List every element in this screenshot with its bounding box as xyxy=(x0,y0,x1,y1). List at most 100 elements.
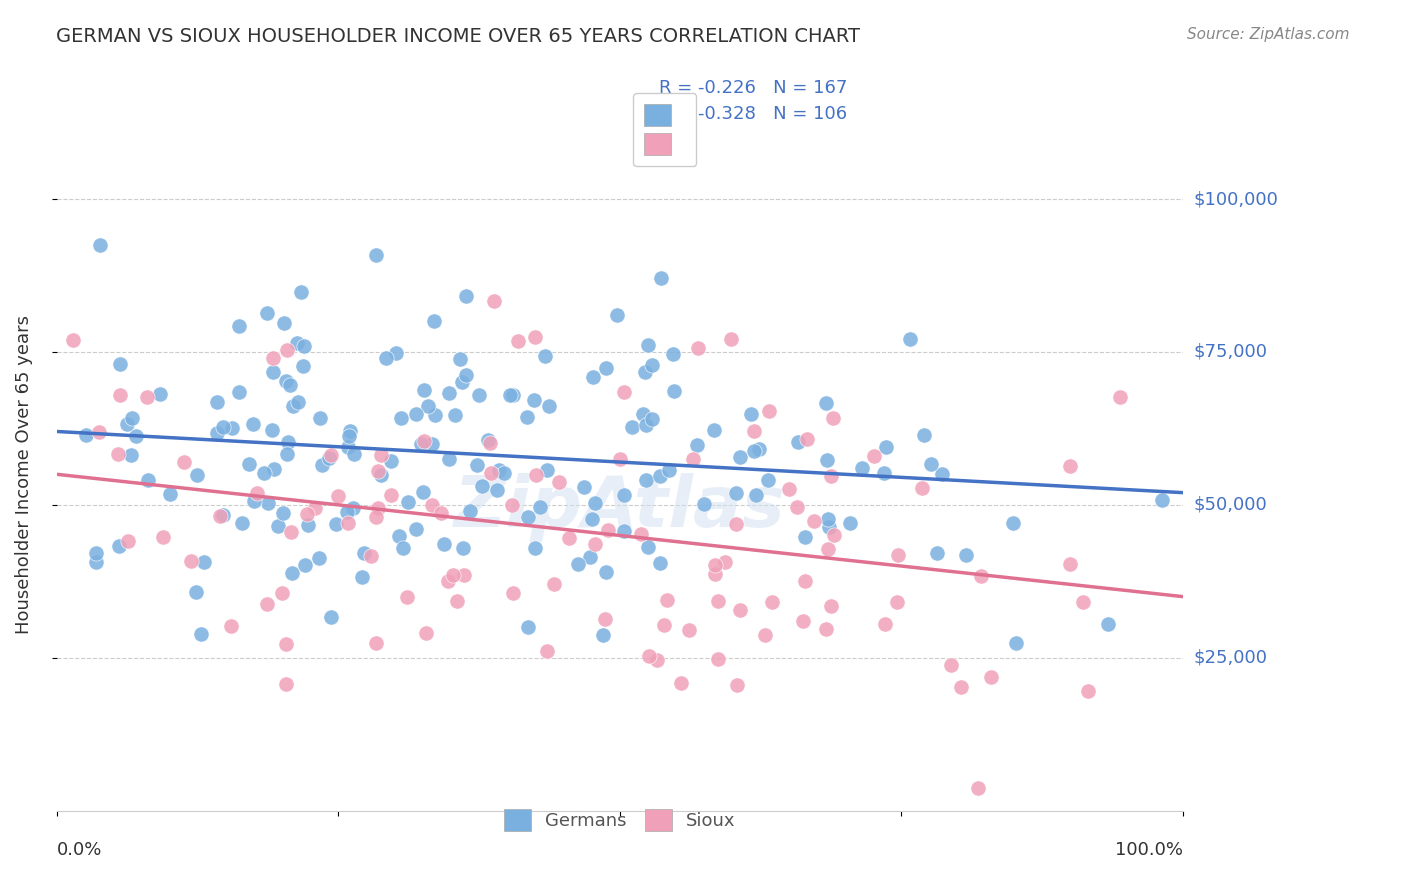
Point xyxy=(742,443,765,458)
Point xyxy=(287,395,309,409)
Point xyxy=(256,597,278,611)
Point xyxy=(278,378,301,392)
Point xyxy=(479,466,502,480)
Point xyxy=(385,346,408,360)
Point xyxy=(243,493,266,508)
Point xyxy=(423,408,446,422)
Point xyxy=(441,568,464,582)
Point xyxy=(276,446,298,460)
Point xyxy=(641,359,664,373)
Point xyxy=(411,437,433,451)
Point xyxy=(966,781,988,796)
Point xyxy=(246,485,269,500)
Point xyxy=(325,516,347,531)
Point xyxy=(433,536,456,550)
Point xyxy=(336,516,359,531)
Point xyxy=(754,628,776,642)
Point xyxy=(136,390,159,404)
Point xyxy=(641,412,664,426)
Point xyxy=(817,512,839,526)
Point xyxy=(1059,458,1081,473)
Point xyxy=(613,524,636,538)
Point xyxy=(536,463,558,477)
Point xyxy=(636,474,658,488)
Point xyxy=(678,623,700,637)
Point xyxy=(270,586,292,600)
Point xyxy=(89,238,111,252)
Point xyxy=(465,458,488,473)
Point xyxy=(319,449,342,463)
Point xyxy=(339,425,361,439)
Point xyxy=(817,520,839,534)
Point xyxy=(761,595,783,609)
Point xyxy=(439,386,461,401)
Point xyxy=(792,615,814,629)
Point xyxy=(536,644,558,658)
Point xyxy=(352,570,374,584)
Point xyxy=(1097,617,1119,632)
Point xyxy=(886,595,908,609)
Point xyxy=(939,658,962,673)
Point xyxy=(758,404,780,418)
Point xyxy=(308,550,330,565)
Point xyxy=(492,466,515,480)
Point xyxy=(458,504,481,518)
Point xyxy=(748,442,770,456)
Point xyxy=(281,399,304,413)
Point xyxy=(422,498,444,512)
Point xyxy=(648,556,671,570)
Point xyxy=(271,506,294,520)
Point xyxy=(703,423,725,437)
Point xyxy=(274,676,297,690)
Point xyxy=(630,526,652,541)
Point xyxy=(159,487,181,501)
Point xyxy=(212,508,235,523)
Point xyxy=(413,434,436,449)
Point xyxy=(292,359,315,373)
Point xyxy=(524,468,547,483)
Point xyxy=(84,546,107,560)
Point xyxy=(583,496,606,510)
Point xyxy=(851,461,873,475)
Point xyxy=(420,437,443,451)
Point xyxy=(1077,684,1099,698)
Point xyxy=(366,636,388,650)
Point xyxy=(108,387,131,401)
Point xyxy=(658,463,681,477)
Point xyxy=(1071,594,1094,608)
Point xyxy=(388,529,411,543)
Point xyxy=(367,465,389,479)
Point xyxy=(326,489,349,503)
Point xyxy=(430,506,453,520)
Point xyxy=(228,319,250,334)
Point xyxy=(898,332,921,346)
Point xyxy=(567,557,589,571)
Point xyxy=(720,332,742,346)
Point xyxy=(479,435,502,450)
Text: Source: ZipAtlas.com: Source: ZipAtlas.com xyxy=(1187,27,1350,42)
Point xyxy=(794,574,817,588)
Point xyxy=(728,603,751,617)
Point xyxy=(186,467,208,482)
Point xyxy=(638,648,661,663)
Point xyxy=(184,584,207,599)
Point xyxy=(786,500,808,515)
Point xyxy=(820,599,842,613)
Point xyxy=(205,395,228,409)
Point xyxy=(501,498,523,512)
Point xyxy=(703,566,725,581)
Point xyxy=(502,388,524,402)
Point xyxy=(863,450,886,464)
Point xyxy=(148,387,170,401)
Point xyxy=(295,507,318,521)
Point xyxy=(219,619,242,633)
Point xyxy=(391,541,413,555)
Point xyxy=(449,351,471,366)
Point xyxy=(396,590,419,604)
Point xyxy=(706,652,728,666)
Point xyxy=(273,316,295,330)
Point xyxy=(451,541,474,555)
Point xyxy=(120,448,142,462)
Point xyxy=(443,408,465,422)
Point xyxy=(337,429,360,443)
